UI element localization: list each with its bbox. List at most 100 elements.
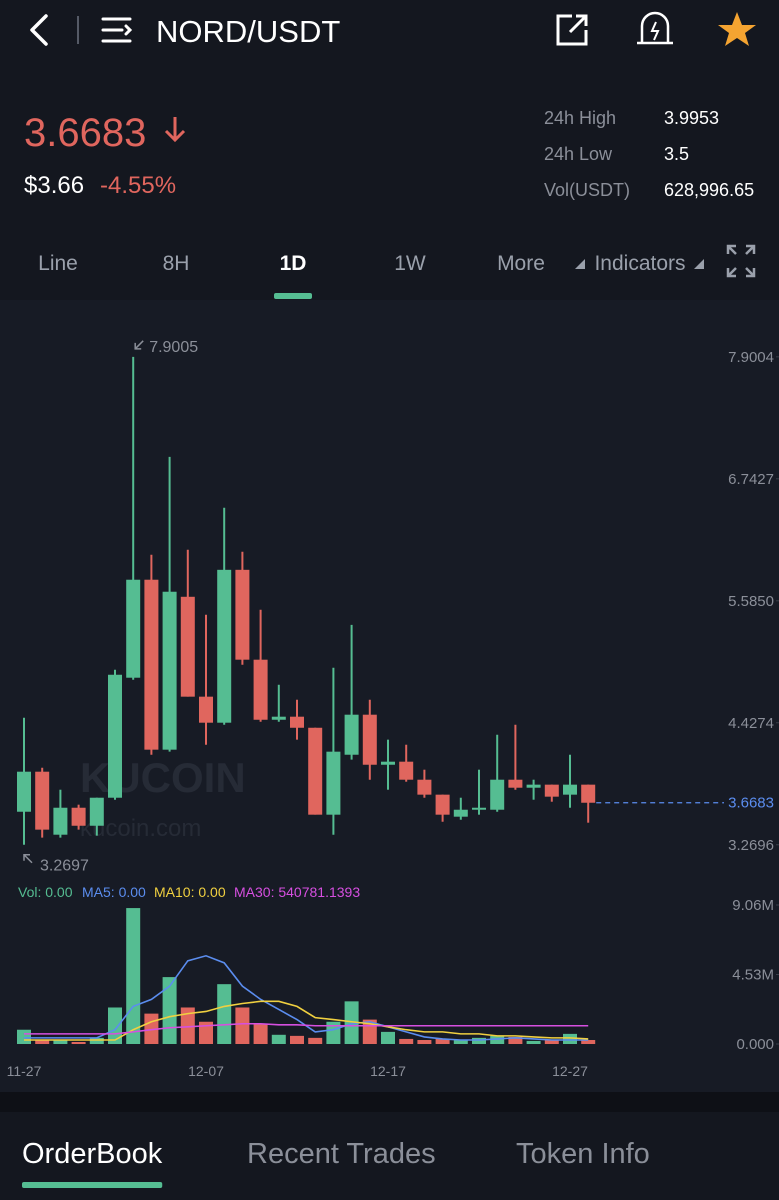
tab[interactable]: Line — [38, 252, 78, 275]
stat-value: 3.5 — [664, 144, 689, 164]
tab[interactable]: 8H — [163, 252, 190, 275]
last-price-label: 3.6683 — [728, 795, 774, 812]
stats: 24h High 3.9953 24h Low 3.5 Vol(USDT) 628,996… — [544, 108, 754, 200]
tab[interactable]: 1D — [280, 252, 307, 275]
menu-button[interactable] — [101, 17, 133, 43]
candle-body — [126, 579, 141, 678]
tab[interactable]: More — [497, 252, 545, 275]
volume-legend: Vol: 0.00 — [18, 884, 73, 900]
volume-bar — [581, 1040, 596, 1044]
usd-price: $3.66 — [24, 172, 84, 199]
candlestick-chart: 7.9004 6.7427 5.5850 4.4274 3.2696 9.06M 4.53M… — [7, 339, 779, 1079]
candle-body — [399, 761, 414, 780]
price-change: -4.55% — [100, 172, 176, 199]
separator — [0, 1092, 779, 1112]
candle-body — [417, 779, 432, 795]
tabs: Line 8H 1D 1W More Indicators — [38, 252, 686, 299]
candle-body — [508, 779, 523, 788]
candle-body — [344, 714, 359, 755]
volume-bar — [17, 1029, 31, 1044]
bottom-tab[interactable]: OrderBook — [22, 1138, 163, 1170]
share-button[interactable] — [556, 14, 588, 46]
candle-body — [162, 591, 177, 750]
tab[interactable]: Indicators — [594, 252, 685, 275]
volume-bar — [344, 1001, 359, 1044]
candle-body — [199, 696, 213, 723]
x-tick-label: 11-27 — [7, 1063, 42, 1079]
candle-body — [435, 794, 450, 815]
volume-bar — [544, 1040, 559, 1044]
volume-bar — [199, 1021, 213, 1044]
x-tick-label: 12-17 — [370, 1063, 406, 1079]
volume-bar — [217, 984, 232, 1044]
candle-body — [526, 784, 541, 788]
stat-label: 24h High — [544, 108, 616, 128]
volume-bar — [89, 1037, 104, 1044]
stat-value: 628,996.65 — [664, 180, 754, 200]
volume-bar — [417, 1040, 432, 1044]
alert-button[interactable] — [637, 11, 673, 45]
volume-bar — [108, 1007, 122, 1044]
candle-body — [563, 784, 577, 795]
high-arrow — [134, 340, 144, 350]
volume-bar — [472, 1037, 486, 1044]
volume-bar — [253, 1023, 268, 1044]
volume-bar — [563, 1033, 577, 1044]
ma-line — [24, 1000, 589, 1041]
volume-tick-label: 0.000 — [736, 1036, 774, 1053]
tab[interactable]: 1W — [394, 252, 426, 275]
candle-body — [381, 761, 395, 765]
candle-body — [544, 784, 559, 797]
volume-bar — [53, 1040, 68, 1044]
candle-body — [308, 727, 323, 815]
low-arrow — [23, 853, 33, 864]
volume-bar — [399, 1038, 414, 1044]
volume-tick-label: 9.06M — [732, 897, 774, 914]
stat-label: 24h Low — [544, 144, 613, 164]
volume-bar — [290, 1035, 304, 1044]
volume-bar — [490, 1035, 505, 1044]
candle-body — [490, 779, 505, 810]
volume-bar — [71, 1042, 86, 1044]
favorite-button[interactable] — [718, 12, 756, 46]
candle-body — [53, 807, 68, 835]
candle-body — [180, 596, 195, 697]
y-tick-label: 5.5850 — [728, 593, 774, 610]
y-tick-label: 4.4274 — [728, 715, 774, 732]
candle-body — [35, 771, 50, 830]
indicator-arrows — [575, 259, 704, 269]
candle-body — [453, 809, 468, 817]
candle-body — [71, 807, 86, 826]
candle-body — [362, 714, 377, 765]
bottom-tab[interactable]: Token Info — [516, 1138, 650, 1170]
y-tick-label: 7.9004 — [728, 349, 774, 366]
volume-bar — [326, 1021, 341, 1044]
x-tick-label: 12-27 — [552, 1063, 588, 1079]
back-button[interactable] — [30, 14, 48, 46]
candle-body — [271, 716, 286, 720]
last-price: 3.6683 — [24, 111, 146, 155]
stat-value: 3.9953 — [664, 108, 719, 128]
bottom-tabs: OrderBook Recent Trades Token Info — [22, 1138, 650, 1188]
x-tick-label: 12-07 — [188, 1063, 224, 1079]
volume-bar — [308, 1037, 323, 1044]
volume-bar — [381, 1031, 395, 1044]
candle-body — [89, 797, 104, 826]
ma-line — [24, 1022, 589, 1035]
bottom-tab[interactable]: Recent Trades — [247, 1138, 436, 1170]
watermark: KUCOIN — [80, 754, 246, 801]
volume-bar — [453, 1040, 468, 1044]
volume-bar — [235, 1007, 250, 1044]
candle-body — [472, 807, 486, 810]
y-tick-label: 3.2696 — [728, 837, 774, 854]
fullscreen-button[interactable] — [726, 244, 756, 278]
down-arrow — [164, 117, 186, 143]
candle-body — [108, 674, 122, 798]
tab-underline — [274, 293, 312, 299]
low-annotation: 3.2697 — [40, 858, 89, 875]
volume-bar — [35, 1040, 50, 1044]
candle-body — [217, 569, 232, 723]
volume-bar — [435, 1038, 450, 1044]
